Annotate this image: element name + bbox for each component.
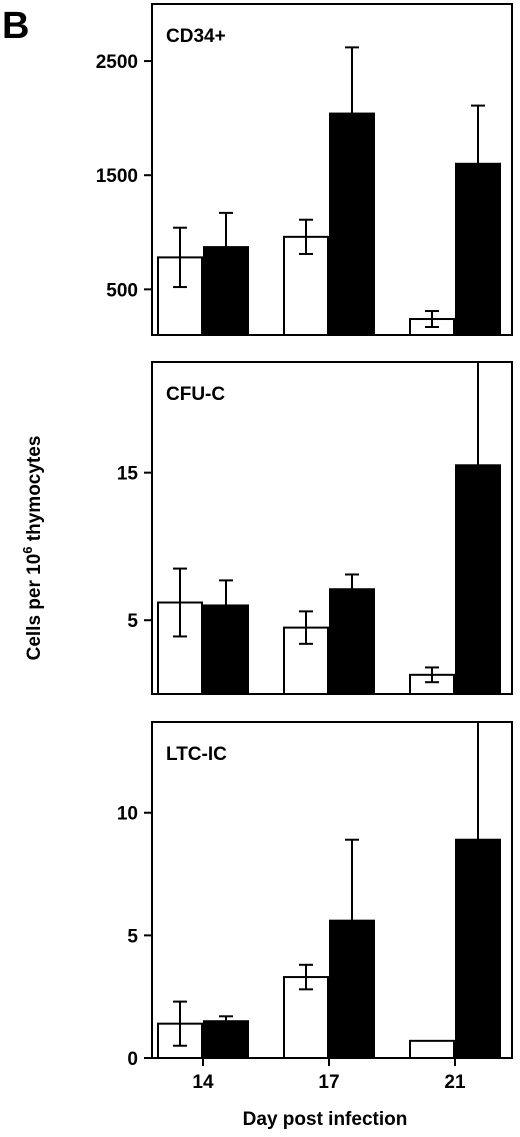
panel-cd34: CD34+ 500 1500 2500 <box>96 3 513 337</box>
y-axis-label-suffix: thymocytes <box>24 436 45 547</box>
y-axis-label-superscript: 6 <box>20 546 35 553</box>
y-tick-label-5: 5 <box>127 926 138 947</box>
y-tick-label-500: 500 <box>106 280 138 301</box>
y-tick-label-15: 15 <box>117 464 139 485</box>
y-tick-label-1500: 1500 <box>96 166 138 187</box>
svg-text:Cells per 106 thymocytes: Cells per 106 thymocytes <box>20 436 45 661</box>
y-axis-label: Cells per 106 thymocytes <box>20 436 45 661</box>
bar-cfu-c-21-filled <box>455 464 501 695</box>
panel-ltc-ic: LTC-IC 0 5 10 <box>117 721 513 1070</box>
panel-title: CD34+ <box>166 26 226 47</box>
bar-ltc-ic-17-filled <box>329 919 375 1059</box>
x-tick-label-21: 21 <box>444 1072 466 1093</box>
bar-cd34-14-filled <box>203 246 249 337</box>
x-tick-labels: 14 17 21 <box>192 1058 466 1093</box>
bar-cd34-21-filled <box>455 162 501 336</box>
y-tick-label-5: 5 <box>127 611 138 632</box>
x-axis-label: Day post infection <box>243 1109 408 1130</box>
panel-title: LTC-IC <box>166 744 227 765</box>
bar-cfu-c-14-filled <box>203 604 249 696</box>
bar-ltc-ic-17-open <box>283 976 329 1059</box>
bar-cfu-c-17-filled <box>329 588 375 695</box>
y-axis-label-prefix: Cells per 10 <box>24 554 45 661</box>
y-tick-label-10: 10 <box>117 804 138 825</box>
panel-title: CFU-C <box>166 384 225 405</box>
x-tick-label-17: 17 <box>318 1072 339 1093</box>
panel-letter: B <box>2 5 29 47</box>
bar-ltc-ic-21-filled <box>455 838 501 1060</box>
x-tick-label-14: 14 <box>192 1072 214 1093</box>
bar-cd34-17-filled <box>329 112 375 336</box>
bar-ltc-ic-14-filled <box>203 1020 249 1059</box>
panel-cfu-c: CFU-C 5 15 <box>117 361 513 696</box>
y-tick-label-0: 0 <box>127 1049 138 1070</box>
y-tick-label-2500: 2500 <box>96 52 138 73</box>
bar-ltc-ic-21-open <box>409 1039 455 1060</box>
